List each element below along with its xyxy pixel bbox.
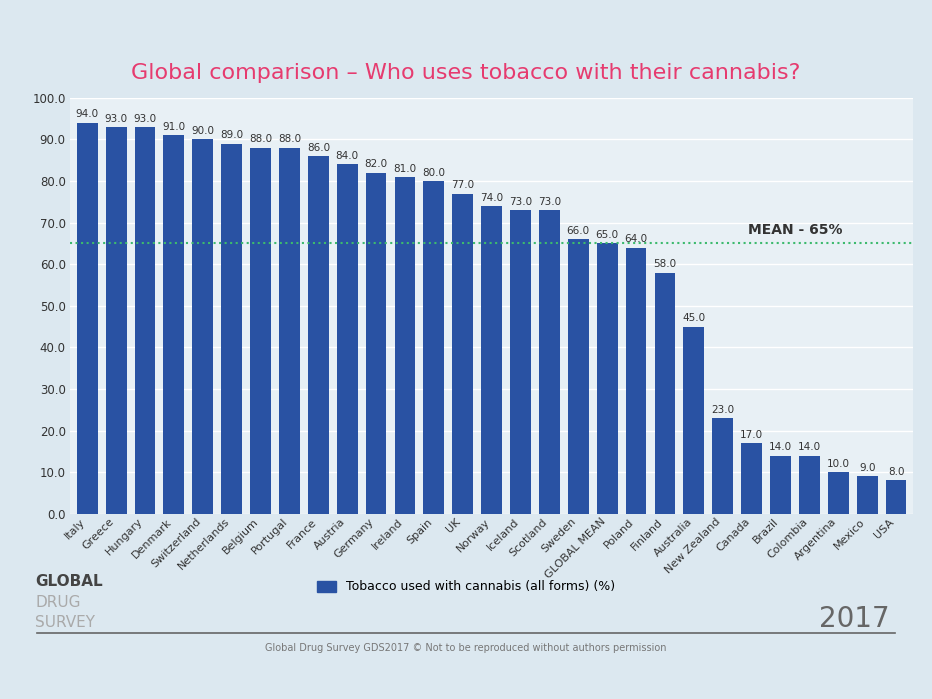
Text: 14.0: 14.0	[769, 442, 792, 452]
Text: 93.0: 93.0	[133, 114, 157, 124]
Bar	[250, 147, 271, 514]
Text: 88.0: 88.0	[249, 134, 272, 145]
Text: 94.0: 94.0	[75, 110, 99, 120]
Text: 93.0: 93.0	[104, 114, 128, 124]
Text: 65.0: 65.0	[596, 230, 619, 240]
Text: DRUG: DRUG	[35, 595, 81, 610]
Text: 80.0: 80.0	[422, 168, 445, 178]
Text: 74.0: 74.0	[480, 193, 503, 203]
Text: Global Drug Survey GDS2017 © Not to be reproduced without authors permission: Global Drug Survey GDS2017 © Not to be r…	[266, 643, 666, 653]
Bar	[365, 173, 387, 514]
Text: 8.0: 8.0	[888, 467, 904, 477]
Text: 82.0: 82.0	[364, 159, 388, 169]
Text: MEAN - 65%: MEAN - 65%	[747, 223, 843, 237]
Text: 17.0: 17.0	[740, 430, 763, 440]
Text: 88.0: 88.0	[278, 134, 301, 145]
Bar	[481, 206, 502, 514]
Bar	[683, 326, 705, 514]
Text: Global comparison – Who uses tobacco with their cannabis?: Global comparison – Who uses tobacco wit…	[131, 64, 801, 83]
Bar	[885, 480, 907, 514]
Text: 66.0: 66.0	[567, 226, 590, 236]
Text: 23.0: 23.0	[711, 405, 734, 415]
Text: SURVEY: SURVEY	[35, 616, 95, 630]
Text: 2017: 2017	[819, 605, 890, 633]
Bar	[596, 243, 618, 514]
Bar	[799, 456, 820, 514]
Bar	[423, 181, 445, 514]
Text: 89.0: 89.0	[220, 130, 243, 140]
Bar	[539, 210, 560, 514]
Text: 90.0: 90.0	[191, 126, 214, 136]
Bar	[394, 177, 416, 514]
Text: 91.0: 91.0	[162, 122, 185, 132]
Bar	[741, 443, 762, 514]
Bar	[221, 143, 242, 514]
Bar	[192, 140, 213, 514]
Text: 77.0: 77.0	[451, 180, 474, 190]
Bar	[510, 210, 531, 514]
Bar	[770, 456, 791, 514]
Text: 86.0: 86.0	[307, 143, 330, 153]
Bar	[857, 476, 878, 514]
Bar	[163, 136, 185, 514]
Bar	[76, 123, 98, 514]
Text: 64.0: 64.0	[624, 234, 648, 244]
Text: 45.0: 45.0	[682, 313, 706, 323]
Text: 73.0: 73.0	[538, 197, 561, 207]
Legend: Tobacco used with cannabis (all forms) (%): Tobacco used with cannabis (all forms) (…	[312, 575, 620, 598]
Text: 14.0: 14.0	[798, 442, 821, 452]
Text: 58.0: 58.0	[653, 259, 677, 269]
Text: 73.0: 73.0	[509, 197, 532, 207]
Bar	[828, 473, 849, 514]
Bar	[654, 273, 676, 514]
Text: 84.0: 84.0	[336, 151, 359, 161]
Text: 10.0: 10.0	[827, 459, 850, 469]
Text: 9.0: 9.0	[859, 463, 875, 473]
Bar	[279, 147, 300, 514]
Bar	[452, 194, 473, 514]
Bar	[336, 164, 358, 514]
Bar	[568, 239, 589, 514]
Text: GLOBAL: GLOBAL	[35, 574, 103, 589]
Text: 81.0: 81.0	[393, 164, 417, 173]
Bar	[712, 418, 733, 514]
Bar	[625, 247, 647, 514]
Bar	[308, 156, 329, 514]
Bar	[105, 127, 127, 514]
Bar	[134, 127, 156, 514]
